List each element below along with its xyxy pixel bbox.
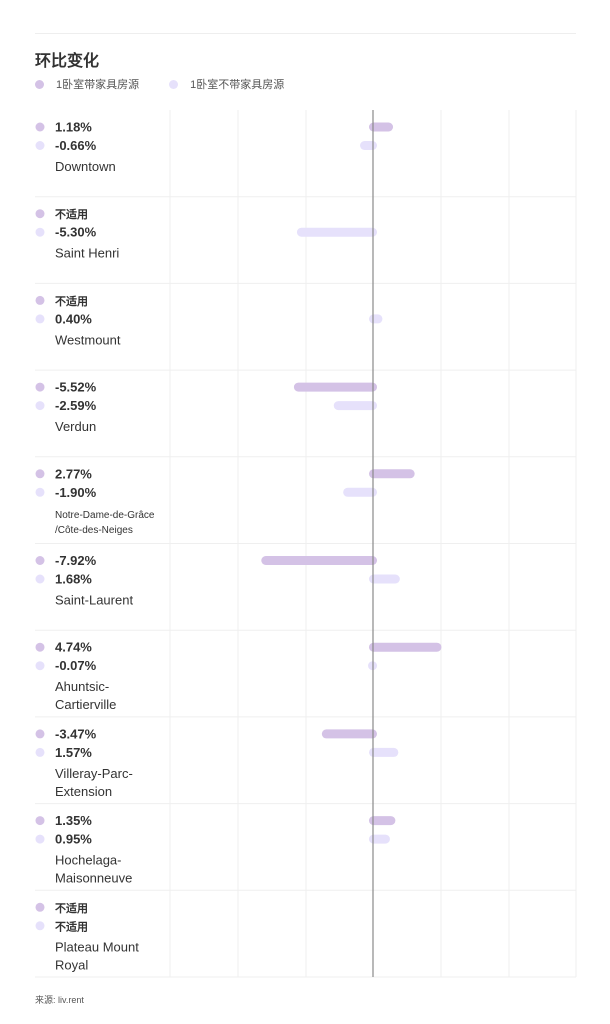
series-dot [35,382,45,392]
category-label: Cartierville [55,697,116,712]
bar [293,382,377,392]
bar [321,729,377,739]
legend-dot-unfurnished [169,79,179,89]
category-label: /Côte-des-Neiges [55,525,133,536]
bar [360,141,377,150]
category-label: Saint-Laurent [55,593,133,608]
value-label: 不适用 [55,919,88,933]
series-dot [35,921,45,931]
series-dot [35,209,45,219]
bar [369,747,399,757]
value-label: 不适用 [55,294,88,308]
value-label: -5.52% [55,380,97,395]
chart-title: 环比变化 [35,53,100,70]
series-dot [35,642,45,652]
value-label: 1.68% [55,572,92,587]
bar [369,574,400,584]
value-label: 不适用 [55,207,88,221]
bar [261,556,377,565]
value-label: 不适用 [55,901,88,915]
category-label: Royal [55,957,88,972]
value-label: -1.90% [55,485,97,500]
category-label: Ahuntsic- [55,679,109,694]
category-label: Verdun [55,419,96,434]
bar [369,122,394,132]
bar [369,642,442,652]
value-label: 2.77% [55,466,92,481]
bar [369,816,396,826]
series-dot [35,122,45,132]
series-dot [35,556,45,565]
legend: 1卧室带家具房源 1卧室不带家具房源 [35,76,284,92]
source-note: 来源: liv.rent [35,995,84,1005]
legend-label-unfurnished: 1卧室不带家具房源 [190,79,285,91]
category-label: Extension [55,784,112,799]
bar [296,227,377,237]
top-divider [35,33,576,34]
category-label: Westmount [55,332,121,347]
value-label: -3.47% [55,726,97,741]
bar [369,469,415,479]
category-label: Saint Henri [55,246,119,261]
bar [333,401,377,411]
series-dot [35,141,45,150]
legend-dot-furnished [35,79,44,89]
value-label: -7.92% [55,553,97,568]
value-label: 4.74% [55,640,92,655]
series-dot [35,574,45,584]
bar [343,487,377,497]
category-label: Plateau Mount [55,939,139,954]
value-label: 1.35% [55,813,92,828]
series-dot [35,661,45,671]
series-dot [35,487,45,497]
series-dot [35,469,45,479]
series-dot [35,314,45,324]
value-label: 1.18% [55,120,92,135]
value-label: -2.59% [55,398,97,413]
category-label: Maisonneuve [55,871,132,886]
category-label: Villeray-Parc- [55,766,133,781]
value-label: -5.30% [55,225,97,240]
series-dot [35,747,45,757]
category-label: Notre-Dame-de-Grâce [55,510,155,521]
value-label: 0.40% [55,311,92,326]
series-dot [35,729,45,739]
series-dot [35,902,45,912]
bar [369,834,390,844]
series-dot [35,834,45,844]
legend-label-furnished: 1卧室带家具房源 [56,79,140,91]
series-dot [35,227,45,237]
value-label: -0.66% [55,138,97,153]
series-dot [35,295,45,305]
series-dot [35,816,45,826]
legend-item-furnished: 1卧室带家具房源 [35,76,139,92]
legend-item-unfurnished: 1卧室不带家具房源 [169,76,284,92]
series-dot [35,401,45,411]
bar [369,314,383,324]
value-label: -0.07% [55,658,97,673]
value-label: 1.57% [55,745,92,760]
category-label: Hochelaga- [55,853,122,868]
category-label: Downtown [55,159,116,174]
value-label: 0.95% [55,832,92,847]
